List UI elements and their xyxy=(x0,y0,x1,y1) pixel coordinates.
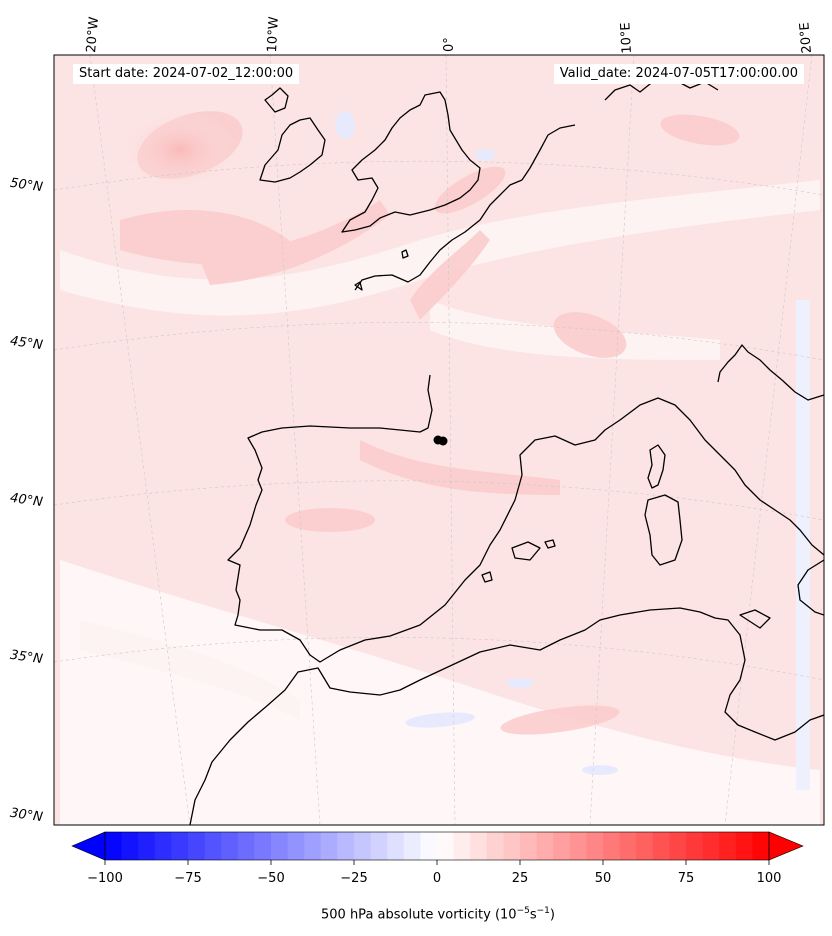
colorbar-cell xyxy=(337,832,355,860)
colorbar-cell xyxy=(470,832,488,860)
colorbar-tick-marks xyxy=(104,860,770,865)
colorbar-cell xyxy=(188,832,206,860)
vorticity-map xyxy=(53,54,825,826)
colorbar-cell xyxy=(603,832,621,860)
colorbar-cell xyxy=(453,832,471,860)
colorbar-cell xyxy=(652,832,670,860)
colorbar-cell xyxy=(171,832,189,860)
colorbar-cell xyxy=(154,832,172,860)
colorbar-tick-label: −100 xyxy=(87,871,123,886)
colorbar-cell xyxy=(387,832,405,860)
lon-label-10w: 10°W xyxy=(265,16,282,53)
colorbar-tick-label: 25 xyxy=(511,871,529,886)
colorbar-cell xyxy=(669,832,687,860)
colorbar-tick-label: 50 xyxy=(594,871,612,886)
colorbar-cell xyxy=(254,832,272,860)
colorbar-cell xyxy=(221,832,239,860)
colorbar-cell xyxy=(237,832,255,860)
colorbar-cell xyxy=(536,832,554,860)
colorbar-cell xyxy=(735,832,753,860)
colorbar-cell xyxy=(569,832,587,860)
lon-label-10e: 10°E xyxy=(618,21,635,54)
cyclone-center-marker xyxy=(433,435,448,446)
colorbar-label-exponent: −5 xyxy=(516,906,530,916)
colorbar-label-unit: s xyxy=(529,907,537,923)
colorbar-cell xyxy=(752,832,770,860)
lon-label-20e: 20°E xyxy=(797,21,815,55)
colorbar-cell xyxy=(271,832,289,860)
colorbar-cell xyxy=(702,832,720,860)
colorbar-cell xyxy=(138,832,156,860)
graticule-lines xyxy=(54,55,824,825)
colorbar-cell xyxy=(403,832,421,860)
colorbar-cell xyxy=(287,832,305,860)
vorticity-negative-areas xyxy=(335,111,810,790)
colorbar-cells xyxy=(105,832,770,860)
colorbar-tick-label: −50 xyxy=(257,871,285,886)
valid-date-label: Valid_date: 2024-07-05T17:00:00.00 xyxy=(553,64,804,84)
colorbar-max-extension xyxy=(768,831,804,861)
colorbar-cell xyxy=(486,832,504,860)
colorbar-cell xyxy=(437,832,455,860)
colorbar-cell xyxy=(719,832,737,860)
colorbar-cell xyxy=(503,832,521,860)
colorbar-cell xyxy=(520,832,538,860)
colorbar-cell xyxy=(553,832,571,860)
colorbar-tick-label: 100 xyxy=(756,871,782,886)
colorbar-cell xyxy=(204,832,222,860)
colorbar-cell xyxy=(586,832,604,860)
colorbar-cell xyxy=(636,832,654,860)
colorbar-tick-label: −25 xyxy=(340,871,368,886)
colorbar-cell xyxy=(105,832,123,860)
colorbar-cell xyxy=(619,832,637,860)
map-frame xyxy=(53,54,825,826)
colorbar-cell xyxy=(370,832,388,860)
lon-label-20w: 20°W xyxy=(84,16,103,54)
colorbar-tick-label: −75 xyxy=(174,871,202,886)
colorbar-label-end: ) xyxy=(549,907,555,923)
lon-label-0: 0° xyxy=(442,37,457,52)
colorbar-cell xyxy=(304,832,322,860)
colorbar-label-text: 500 hPa absolute vorticity (10 xyxy=(321,907,517,923)
colorbar-tick-label: 0 xyxy=(432,871,442,886)
colorbar xyxy=(71,831,804,865)
colorbar-cell xyxy=(354,832,372,860)
colorbar-tick-label: 75 xyxy=(677,871,695,886)
start-date-label: Start date: 2024-07-02_12:00:00 xyxy=(73,64,300,84)
colorbar-cell xyxy=(320,832,338,860)
coastlines xyxy=(189,79,824,825)
colorbar-min-extension xyxy=(71,831,106,861)
colorbar-label-exponent: −1 xyxy=(536,906,550,916)
colorbar-cell xyxy=(686,832,704,860)
colorbar-label: 500 hPa absolute vorticity (10−5s−1) xyxy=(0,906,832,922)
colorbar-cell xyxy=(420,832,438,860)
colorbar-cell xyxy=(121,832,139,860)
